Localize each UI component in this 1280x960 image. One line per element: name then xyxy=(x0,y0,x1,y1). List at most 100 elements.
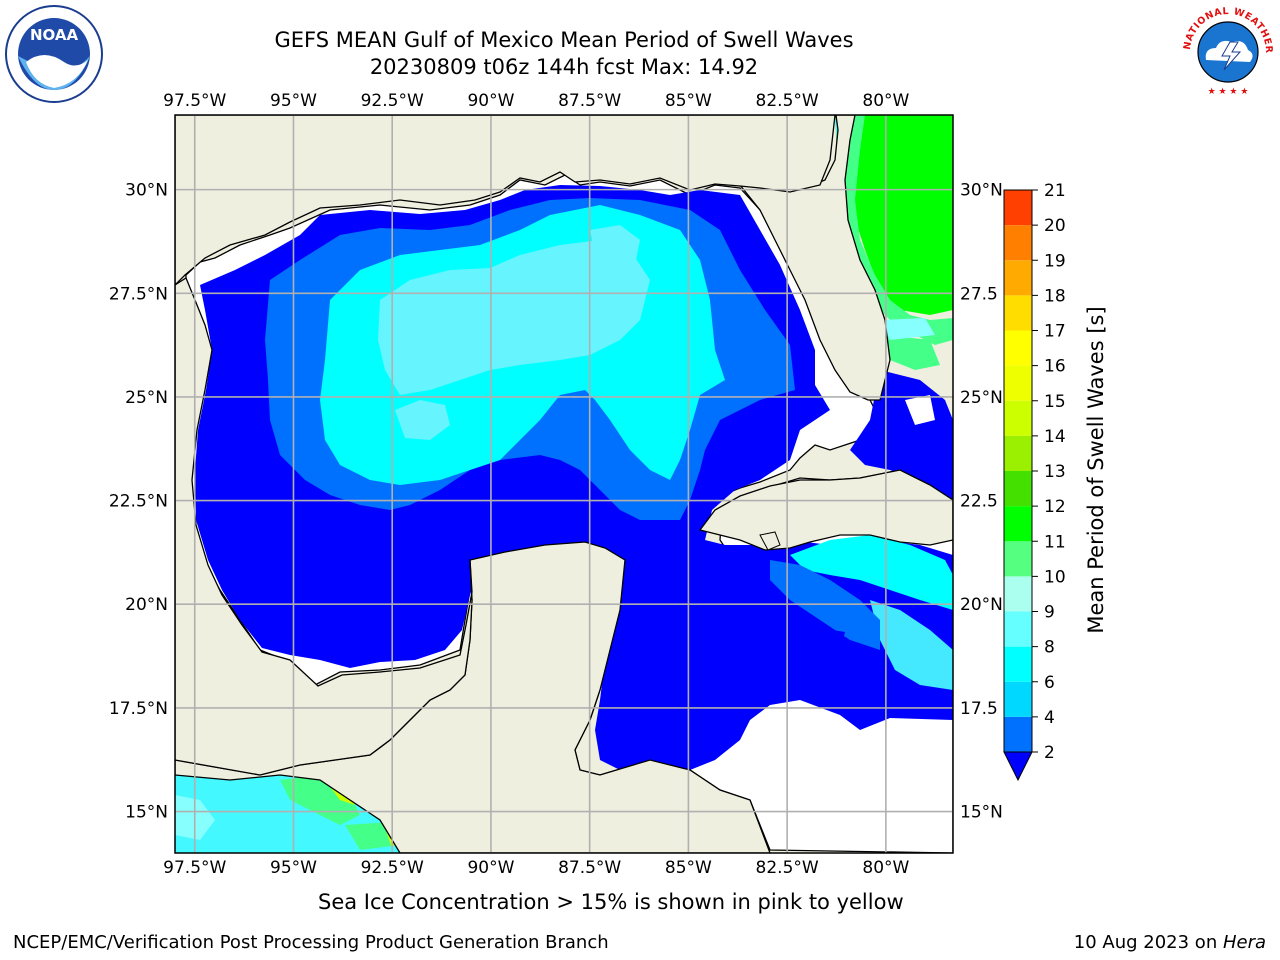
chart-title: GEFS MEAN Gulf of Mexico Mean Period of … xyxy=(274,28,854,52)
colorbar-tick-12: 17 xyxy=(1044,322,1066,342)
lat-tick-right-4: 20°N xyxy=(960,595,1003,615)
lon-tick-top-6: 82.5°W xyxy=(756,91,819,111)
map-plot-area xyxy=(175,115,953,853)
lon-tick-top-5: 85°W xyxy=(665,91,712,111)
island-patch xyxy=(830,630,845,640)
lon-tick-bottom-7: 80°W xyxy=(862,858,909,878)
colorbar-swatch-3 xyxy=(1004,611,1032,647)
lat-tick-right-2: 25°N xyxy=(960,388,1003,408)
swell-band-caribbean-b xyxy=(870,600,953,690)
run-date: 10 Aug 2023 on Hera xyxy=(1074,932,1266,953)
lon-tick-top-3: 90°W xyxy=(467,91,514,111)
lat-tick-right-6: 15°N xyxy=(960,803,1003,823)
colorbar: 2 4 6 8 9 10 11 12 13 14 15 16 17 18 19 20 21 xyxy=(1003,181,1066,782)
chart-subtitle: 20230809 t06z 144h fcst Max: 14.92 xyxy=(369,55,759,79)
gridlines xyxy=(175,115,953,853)
colorbar-tick-14: 19 xyxy=(1044,251,1066,271)
land-florida xyxy=(738,115,891,401)
map-frame xyxy=(174,114,954,854)
swell-patch-atlantic-b xyxy=(880,318,935,340)
colorbar-tick-9: 14 xyxy=(1044,427,1066,447)
lat-tick-left-0: 30°N xyxy=(125,181,168,201)
colorbar-tick-5: 10 xyxy=(1044,567,1066,587)
lon-tick-bottom-1: 95°W xyxy=(270,858,317,878)
colorbar-swatch-0 xyxy=(1004,716,1032,752)
swell-band-caribbean xyxy=(790,535,953,610)
run-date-text: 10 Aug 2023 on xyxy=(1073,932,1223,953)
nws-logo-icon: NATIONAL WEATHER SERVICE ★ ★ ★ ★ xyxy=(1178,2,1275,99)
colorbar-tick-10: 15 xyxy=(1044,392,1066,412)
colorbar-swatch-11 xyxy=(1004,330,1032,366)
colorbar-tick-15: 20 xyxy=(1044,216,1066,236)
credit-line: NCEP/EMC/Verification Post Processing Pr… xyxy=(13,932,609,953)
colorbar-tick-7: 12 xyxy=(1044,497,1066,517)
colorbar-label: Mean Period of Swell Waves [s] xyxy=(1084,306,1108,634)
colorbar-swatch-14 xyxy=(1004,225,1032,261)
colorbar-swatch-7 xyxy=(1004,471,1032,507)
lon-tick-top-7: 80°W xyxy=(862,91,909,111)
colorbar-swatch-1 xyxy=(1004,681,1032,717)
land-mexico-east xyxy=(175,277,473,776)
lat-tick-left-4: 20°N xyxy=(125,595,168,615)
colorbar-swatch-8 xyxy=(1004,435,1032,471)
swell-patch-6-8 xyxy=(590,225,640,270)
swell-band-6-8 xyxy=(378,240,650,395)
colorbar-tick-6: 11 xyxy=(1044,532,1066,552)
swell-patch-pacific-b xyxy=(280,775,360,825)
lat-tick-left-2: 25°N xyxy=(125,388,168,408)
colorbar-tick-8: 13 xyxy=(1044,462,1066,482)
lon-tick-top-4: 87.5°W xyxy=(558,91,621,111)
colorbar-swatch-6 xyxy=(1004,506,1032,542)
colorbar-tick-0: 2 xyxy=(1044,743,1055,763)
colorbar-tick-3: 8 xyxy=(1044,638,1055,658)
colorbar-tick-16: 21 xyxy=(1044,181,1066,201)
lon-tick-top-2: 92.5°W xyxy=(361,91,424,111)
lat-tick-right-0: 30°N xyxy=(960,181,1003,201)
lon-tick-bottom-2: 92.5°W xyxy=(361,858,424,878)
no-data-bahamas xyxy=(905,395,935,425)
swell-band-atlantic-10-11 xyxy=(852,115,953,315)
noaa-logo-icon: NOAA xyxy=(5,5,103,103)
lon-ticks-bottom: 97.5°W 95°W 92.5°W 90°W 87.5°W 85°W 82.5°W 80°W xyxy=(163,858,909,878)
lat-tick-right-3: 22.5 xyxy=(960,492,998,512)
lat-tick-left-6: 15°N xyxy=(125,803,168,823)
colorbar-tick-4: 9 xyxy=(1044,603,1055,623)
lat-tick-left-3: 22.5°N xyxy=(109,492,168,512)
lat-tick-right-1: 27.5 xyxy=(960,284,998,304)
colorbar-swatch-2 xyxy=(1004,646,1032,682)
lon-tick-bottom-3: 90°W xyxy=(467,858,514,878)
colorbar-tick-1: 4 xyxy=(1044,708,1055,728)
swell-band-pacific xyxy=(175,775,405,853)
lat-ticks-right: 30°N 27.5 25°N 22.5 20°N 17.5 15°N xyxy=(960,181,1003,823)
colorbar-swatch-12 xyxy=(1004,295,1032,331)
lon-ticks-top: 97.5°W 95°W 92.5°W 90°W 87.5°W 85°W 82.5°W 80°W xyxy=(163,91,909,111)
svg-text:NOAA: NOAA xyxy=(30,26,79,44)
lat-ticks-left: 30°N 27.5°N 25°N 22.5°N 20°N 17.5°N 15°N xyxy=(109,181,168,823)
swell-patch-atlantic xyxy=(885,335,940,370)
machine-name: Hera xyxy=(1222,932,1266,953)
lat-tick-left-1: 27.5°N xyxy=(109,284,168,304)
colorbar-swatch-5 xyxy=(1004,541,1032,577)
colorbar-swatch-9 xyxy=(1004,400,1032,436)
svg-text:★ ★ ★ ★: ★ ★ ★ ★ xyxy=(1208,87,1249,97)
colorbar-tick-13: 18 xyxy=(1044,286,1066,306)
lon-tick-bottom-4: 87.5°W xyxy=(558,858,621,878)
lon-tick-bottom-5: 85°W xyxy=(665,858,712,878)
lon-tick-bottom-0: 97.5°W xyxy=(163,858,226,878)
colorbar-swatch-4 xyxy=(1004,576,1032,612)
lat-tick-left-5: 17.5°N xyxy=(109,699,168,719)
lon-tick-top-1: 95°W xyxy=(270,91,317,111)
lon-tick-bottom-6: 82.5°W xyxy=(756,858,819,878)
lat-tick-right-5: 17.5 xyxy=(960,699,998,719)
land-cuba xyxy=(698,469,953,551)
colorbar-tick-11: 16 xyxy=(1044,357,1066,377)
swell-patch-6-8-b xyxy=(395,400,450,440)
isla-de-la-juventud xyxy=(759,531,781,551)
lon-tick-top-0: 97.5°W xyxy=(163,91,226,111)
colorbar-swatch-13 xyxy=(1004,260,1032,296)
colorbar-tick-2: 6 xyxy=(1044,673,1055,693)
colorbar-swatch-10 xyxy=(1004,365,1032,401)
sea-ice-note: Sea Ice Concentration > 15% is shown in … xyxy=(318,890,904,914)
colorbar-under-triangle xyxy=(1003,751,1033,782)
